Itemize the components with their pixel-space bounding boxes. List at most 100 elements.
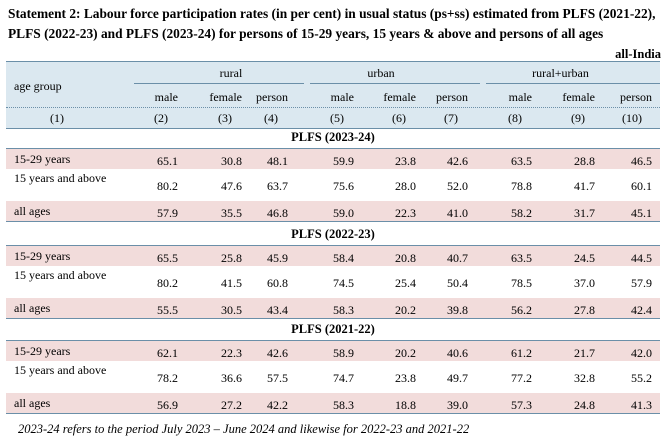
table-cell: 35.5 bbox=[221, 206, 242, 220]
table-cell: 41.7 bbox=[574, 179, 595, 193]
table-cell: 63.5 bbox=[511, 154, 532, 168]
table-cell: 25.8 bbox=[221, 251, 242, 265]
table-cell: 74.5 bbox=[333, 276, 354, 290]
table-cell: 63.7 bbox=[267, 179, 288, 193]
section-bottom-rule bbox=[6, 318, 660, 319]
row-label: all ages bbox=[14, 396, 51, 410]
column-header: male bbox=[330, 90, 354, 104]
group-header-rural-urban: rural+urban bbox=[532, 66, 589, 80]
table-cell: 25.4 bbox=[395, 276, 416, 290]
row-label: 15-29 years bbox=[14, 249, 71, 263]
table-cell: 27.2 bbox=[221, 398, 242, 412]
table-row: 15-29 years 65.5 25.8 45.9 58.4 20.8 40.7 63.5 2… bbox=[6, 246, 660, 266]
table-cell: 20.2 bbox=[395, 346, 416, 360]
table-cell: 52.0 bbox=[447, 179, 468, 193]
table-cell: 24.8 bbox=[574, 398, 595, 412]
group-underline-urban bbox=[310, 83, 480, 84]
table-cell: 22.3 bbox=[395, 206, 416, 220]
table-row: 15-29 years 62.1 22.3 42.6 58.9 20.2 40.6 61.2 2… bbox=[6, 341, 660, 361]
table-row: 15 years and above 80.2 41.5 60.8 74.5 25.4 50… bbox=[6, 266, 660, 298]
table-cell: 41.3 bbox=[631, 398, 652, 412]
table-cell: 27.8 bbox=[574, 303, 595, 317]
table-cell: 46.8 bbox=[267, 206, 288, 220]
table-row: all ages 56.9 27.2 42.2 58.3 18.8 39.0 57.3 24.8… bbox=[6, 393, 660, 413]
table-cell: 57.9 bbox=[631, 276, 652, 290]
table-cell: 57.5 bbox=[267, 371, 288, 385]
column-header: female bbox=[383, 90, 416, 104]
column-number: (10) bbox=[622, 111, 642, 125]
column-header: female bbox=[562, 90, 595, 104]
table-cell: 24.5 bbox=[574, 251, 595, 265]
section-title: PLFS (2022-23) bbox=[291, 227, 375, 241]
table-cell: 39.0 bbox=[447, 398, 468, 412]
top-rule bbox=[6, 61, 660, 62]
table-cell: 21.7 bbox=[574, 346, 595, 360]
table-cell: 45.1 bbox=[631, 206, 652, 220]
table-cell: 41.5 bbox=[221, 276, 242, 290]
age-group-header: age group bbox=[14, 79, 62, 93]
section-bottom-rule bbox=[6, 413, 660, 414]
table-cell: 37.0 bbox=[574, 276, 595, 290]
row-label: 15 years and above bbox=[14, 268, 107, 282]
table-cell: 23.8 bbox=[395, 371, 416, 385]
table-cell: 65.5 bbox=[157, 251, 178, 265]
table-cell: 59.9 bbox=[333, 154, 354, 168]
table-cell: 62.1 bbox=[157, 346, 178, 360]
section-rule bbox=[6, 245, 660, 246]
row-label: all ages bbox=[14, 301, 51, 315]
table-cell: 44.5 bbox=[631, 251, 652, 265]
table-cell: 39.8 bbox=[447, 303, 468, 317]
table-cell: 58.3 bbox=[333, 398, 354, 412]
table-cell: 77.2 bbox=[511, 371, 532, 385]
table-cell: 56.9 bbox=[157, 398, 178, 412]
section-bottom-rule bbox=[6, 221, 660, 222]
section-title: PLFS (2021-22) bbox=[291, 322, 375, 336]
column-number: (1) bbox=[50, 111, 64, 125]
column-header: person bbox=[436, 90, 468, 104]
table-cell: 36.6 bbox=[221, 371, 242, 385]
row-label: 15 years and above bbox=[14, 363, 107, 377]
header-background bbox=[6, 61, 660, 128]
table-cell: 49.7 bbox=[447, 371, 468, 385]
table-row: 15-29 years 65.1 30.8 48.1 59.9 23.8 42.6 63.5 2… bbox=[6, 149, 660, 169]
table-cell: 47.6 bbox=[221, 179, 242, 193]
table-title: Statement 2: Labour force participation … bbox=[8, 6, 656, 41]
table-cell: 20.2 bbox=[395, 303, 416, 317]
table-cell: 59.0 bbox=[333, 206, 354, 220]
table-cell: 42.6 bbox=[447, 154, 468, 168]
row-label: all ages bbox=[14, 204, 51, 218]
table-cell: 23.8 bbox=[395, 154, 416, 168]
table-row: all ages 55.5 30.5 43.4 58.3 20.2 39.8 56.2 27.8… bbox=[6, 298, 660, 318]
table-cell: 50.4 bbox=[447, 276, 468, 290]
row-label: 15 years and above bbox=[14, 171, 107, 185]
header-mid-rule bbox=[6, 107, 660, 108]
table-cell: 42.0 bbox=[631, 346, 652, 360]
column-header: person bbox=[256, 90, 288, 104]
table-cell: 80.2 bbox=[157, 276, 178, 290]
table-cell: 58.3 bbox=[333, 303, 354, 317]
table-cell: 40.7 bbox=[447, 251, 468, 265]
table-cell: 74.7 bbox=[333, 371, 354, 385]
section-rule bbox=[6, 340, 660, 341]
table-cell: 22.3 bbox=[221, 346, 242, 360]
table-cell: 75.6 bbox=[333, 179, 354, 193]
section-rule bbox=[6, 148, 660, 149]
table-cell: 78.2 bbox=[157, 371, 178, 385]
table-cell: 80.2 bbox=[157, 179, 178, 193]
table-cell: 63.5 bbox=[511, 251, 532, 265]
table-cell: 43.4 bbox=[267, 303, 288, 317]
table-cell: 58.9 bbox=[333, 346, 354, 360]
table-cell: 56.2 bbox=[511, 303, 532, 317]
table-row: 15 years and above 78.2 36.6 57.5 74.7 23.8 49… bbox=[6, 361, 660, 393]
region-label: all-India bbox=[615, 47, 661, 61]
table-cell: 65.1 bbox=[157, 154, 178, 168]
group-header-rural: rural bbox=[219, 66, 243, 80]
table-cell: 31.7 bbox=[574, 206, 595, 220]
table-cell: 46.5 bbox=[631, 154, 652, 168]
table-cell: 45.9 bbox=[267, 251, 288, 265]
table-cell: 55.5 bbox=[157, 303, 178, 317]
table-cell: 28.8 bbox=[574, 154, 595, 168]
table-cell: 42.6 bbox=[267, 346, 288, 360]
table-cell: 57.9 bbox=[157, 206, 178, 220]
column-number: (5) bbox=[330, 111, 344, 125]
